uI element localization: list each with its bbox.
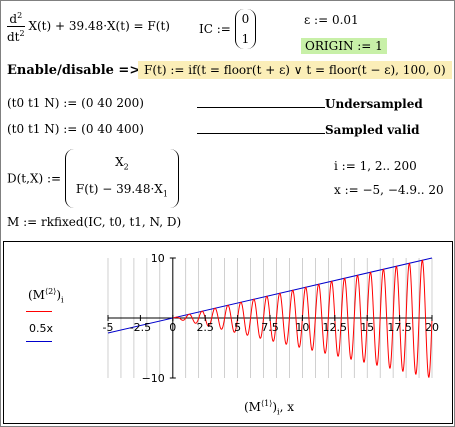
x-tick-label: 0	[169, 321, 176, 334]
forcing-function-formula[interactable]: F(t) := if(t = floor(t + ε) ∨ t = floor(…	[138, 61, 452, 79]
legend-line-swatch	[26, 341, 52, 342]
row-sampled-valid: (t0 t1 N) := (0 40 400)	[7, 122, 144, 136]
plot-region[interactable]: (M⟨2⟩)i 0.5x (M⟨1⟩)i, x -5 -2.5 0 2.5 5 7.5 10…	[3, 241, 453, 424]
x-tick-label: 10	[295, 321, 309, 334]
d-function-definition: D(t,X) := X2 F(t) − 39.48·X1	[7, 149, 179, 208]
x-tick-label: -5	[103, 321, 114, 334]
rkfixed-definition: M := rkfixed(IC, t0, t1, N, D)	[7, 215, 182, 229]
second-derivative-fraction: d2 dt2	[7, 11, 25, 44]
row-undersampled: (t0 t1 N) := (0 40 200)	[7, 96, 144, 110]
legend-line-label: 0.5x	[29, 322, 54, 335]
enable-disable-label: Enable/disable =>	[7, 63, 141, 78]
range-x: x := −5, −4.9.. 20	[334, 183, 444, 197]
x-tick-label: 20	[425, 321, 439, 334]
x-tick-label: 15	[360, 321, 374, 334]
y-tick-label-bottom: −10	[142, 372, 165, 385]
legend-series-swatch	[26, 311, 52, 312]
x-tick-label: 5	[234, 321, 241, 334]
x-tick-label: 2.5	[196, 321, 214, 334]
y-tick-label-top: 10	[151, 252, 165, 265]
undersampled-note: Undersampled	[197, 94, 423, 111]
epsilon-definition: ε := 0.01	[304, 13, 359, 27]
d-function-vector: X2 F(t) − 39.48·X1	[64, 149, 179, 208]
ode-rest: X(t) + 39.48·X(t) = F(t)	[28, 19, 170, 33]
x-tick-label: 12.5	[323, 321, 348, 334]
origin-definition: ORIGIN := 1	[301, 38, 387, 54]
x-tick-label: -2.5	[130, 321, 151, 334]
chart-svg: -5 -2.5 0 2.5 5 7.5 10 12.5 15 17.5 20 10 −10	[103, 252, 439, 385]
range-i: i := 1, 2.. 200	[334, 159, 417, 173]
x-tick-label: 17.5	[387, 321, 412, 334]
x-tick-label: 7.5	[261, 321, 279, 334]
ode-equation: d2 dt2 X(t) + 39.48·X(t) = F(t)	[7, 9, 170, 44]
sampled-valid-note: Sampled valid	[197, 120, 420, 137]
legend-series-label: (M⟨2⟩)i	[28, 287, 64, 305]
x-axis-label: (M⟨1⟩)i, x	[244, 399, 294, 417]
series-line-0-5x	[107, 257, 433, 334]
ticks-layer: -5 -2.5 0 2.5 5 7.5 10 12.5 15 17.5 20 10 −10	[103, 252, 439, 385]
